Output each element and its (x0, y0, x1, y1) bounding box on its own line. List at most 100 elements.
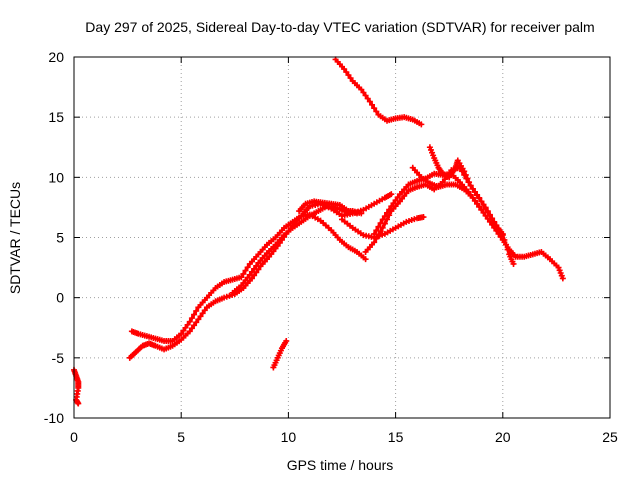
data-point-marker (341, 66, 348, 73)
data-point-marker (373, 227, 380, 234)
data-point-marker (464, 175, 471, 182)
data-point-marker (251, 265, 258, 272)
series-track-t5 (270, 337, 290, 371)
x-tick-label: 25 (602, 429, 618, 445)
x-tick-label: 10 (281, 429, 297, 445)
y-tick-label: 5 (56, 230, 64, 246)
data-point-marker (384, 216, 391, 223)
series-track-t2 (128, 211, 369, 344)
data-point-marker (345, 72, 352, 79)
data-point-marker (195, 316, 202, 323)
data-point-marker (197, 313, 204, 320)
tick-layer: 0 5 10 15 20 25 -10 -5 0 5 10 15 20 (44, 49, 618, 445)
data-point-marker (191, 322, 198, 329)
chart-title: Day 297 of 2025, Sidereal Day-to-day VTE… (85, 19, 594, 35)
data-point-marker (375, 223, 382, 230)
data-point-marker (373, 235, 380, 242)
x-axis-label: GPS time / hours (287, 457, 394, 473)
data-point-marker (283, 337, 290, 344)
data-point-marker (482, 205, 489, 212)
data-point-marker (371, 230, 378, 237)
data-point-marker (178, 330, 185, 337)
data-point-marker (466, 179, 473, 186)
data-point-marker (386, 212, 393, 219)
data-point-marker (191, 311, 198, 318)
data-point-marker (381, 220, 388, 227)
data-point-marker (394, 194, 401, 201)
data-point-marker (503, 241, 510, 248)
data-point-marker (369, 101, 376, 108)
data-point-marker (474, 191, 481, 198)
data-point-marker (474, 200, 481, 207)
data-point-marker (238, 274, 245, 281)
data-point-marker (75, 400, 82, 407)
x-tick-label: 20 (495, 429, 511, 445)
data-point-marker (388, 191, 395, 198)
data-point-marker (469, 185, 476, 192)
data-point-marker (180, 327, 187, 334)
data-point-marker (379, 224, 386, 231)
data-point-marker (358, 86, 365, 93)
x-tick-label: 5 (177, 429, 185, 445)
data-point-marker (510, 260, 517, 267)
y-axis-label: SDTVAR / TECUs (7, 182, 23, 294)
data-point-marker (461, 168, 468, 175)
data-point-marker (478, 206, 485, 213)
data-point-marker (188, 315, 195, 322)
data-point-marker (186, 318, 193, 325)
data-point-marker (354, 210, 361, 217)
data-point-marker (364, 95, 371, 102)
data-point-marker (499, 230, 506, 237)
data-point-marker (362, 92, 369, 99)
data-point-marker (362, 256, 369, 263)
data-point-marker (375, 232, 382, 239)
data-point-marker (486, 212, 493, 219)
data-point-marker (480, 202, 487, 209)
data-point-marker (484, 209, 491, 216)
data-point-marker (476, 194, 483, 201)
data-point-marker (248, 275, 255, 282)
data-point-marker (471, 197, 478, 204)
data-point-marker (193, 307, 200, 314)
data-layer (71, 56, 566, 407)
x-tick-label: 0 (70, 429, 78, 445)
series-track-t10 (409, 164, 485, 213)
data-point-marker (240, 270, 247, 277)
series-track-t9 (426, 144, 506, 237)
series-track-t6 (339, 214, 427, 241)
data-point-marker (467, 182, 474, 189)
data-point-marker (377, 228, 384, 235)
y-tick-label: -5 (52, 350, 65, 366)
data-point-marker (360, 89, 367, 96)
data-point-marker (491, 220, 498, 227)
data-point-marker (392, 197, 399, 204)
data-point-marker (501, 236, 508, 243)
data-point-marker (246, 271, 253, 278)
data-point-marker (188, 325, 195, 332)
data-point-marker (186, 328, 193, 335)
series-track-t4 (332, 56, 425, 128)
data-point-marker (371, 239, 378, 246)
data-point-marker (201, 307, 208, 314)
series-track-t11 (296, 198, 361, 217)
data-point-marker (242, 267, 249, 274)
data-point-marker (373, 108, 380, 115)
data-point-marker (476, 203, 483, 210)
data-point-marker (366, 98, 373, 105)
data-point-marker (469, 194, 476, 201)
data-point-marker (478, 198, 485, 205)
data-point-marker (199, 310, 206, 317)
data-point-marker (182, 324, 189, 331)
data-point-marker (184, 321, 191, 328)
data-point-marker (193, 319, 200, 326)
y-tick-label: 0 (56, 290, 64, 306)
data-point-marker (489, 216, 496, 223)
y-tick-label: 10 (48, 169, 64, 185)
data-point-marker (248, 268, 255, 275)
data-point-marker (462, 171, 469, 178)
data-point-marker (420, 214, 427, 221)
data-point-marker (371, 105, 378, 112)
data-point-marker (418, 121, 425, 128)
